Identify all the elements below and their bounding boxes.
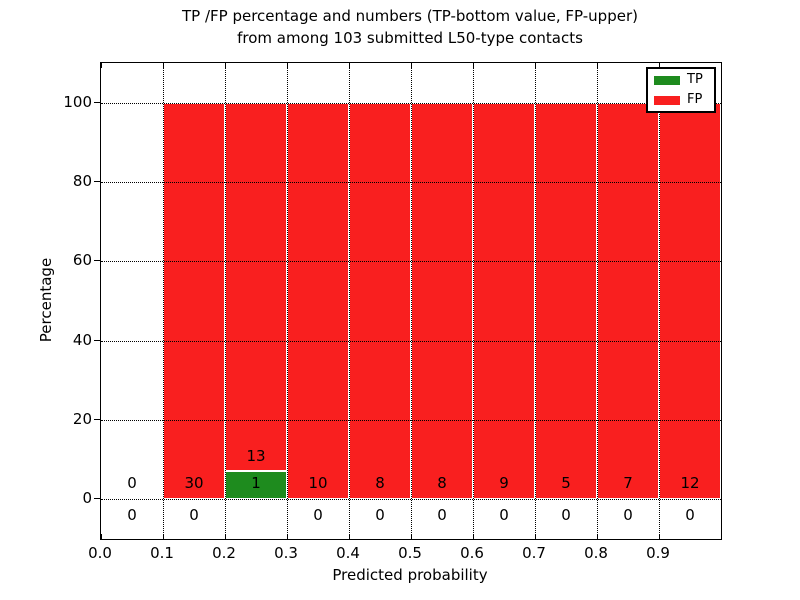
legend-item-tp: TP bbox=[654, 72, 703, 87]
x-tick-top bbox=[163, 63, 164, 68]
x-tick-bottom bbox=[411, 534, 412, 539]
x-tick-bottom bbox=[349, 534, 350, 539]
x-tick-bottom bbox=[163, 534, 164, 539]
x-gridline bbox=[473, 63, 474, 539]
x-tick-bottom bbox=[597, 534, 598, 539]
count-label-upper: 0 bbox=[127, 474, 137, 493]
count-label-bottom: 0 bbox=[685, 505, 695, 524]
count-label-upper: 12 bbox=[680, 474, 700, 493]
y-tick-label: 100 bbox=[63, 92, 92, 111]
x-tick-label: 0.2 bbox=[212, 544, 236, 562]
x-tick-label: 0.5 bbox=[398, 544, 422, 562]
chart-title-line2: from among 103 submitted L50-type contac… bbox=[237, 29, 583, 47]
y-tick-label: 40 bbox=[72, 330, 92, 349]
x-tick-top bbox=[473, 63, 474, 68]
x-tick-label: 0.7 bbox=[522, 544, 546, 562]
count-label-bottom: 0 bbox=[127, 505, 137, 524]
x-tick-label: 0.1 bbox=[150, 544, 174, 562]
x-gridline bbox=[597, 63, 598, 539]
legend-item-label: TP bbox=[687, 72, 703, 87]
fp-bar-segment bbox=[411, 102, 473, 500]
y-axis-label: Percentage bbox=[37, 257, 55, 343]
count-label-bottom: 0 bbox=[437, 505, 447, 524]
annotations-layer: 0 0 30 0 1 10 0 8 0 8 0 9 0 5 0 7 0 12 0 13 bbox=[101, 63, 721, 539]
x-tick-bottom bbox=[473, 534, 474, 539]
x-gridline bbox=[287, 63, 288, 539]
count-label-bottom: 0 bbox=[189, 505, 199, 524]
fp-bar-segment bbox=[287, 102, 349, 500]
y-tick-label: 0 bbox=[82, 489, 92, 508]
x-tick-top bbox=[101, 63, 102, 68]
x-tick-top bbox=[659, 63, 660, 68]
x-tick-top bbox=[287, 63, 288, 68]
x-tick-bottom bbox=[535, 534, 536, 539]
x-tick-label: 0.4 bbox=[336, 544, 360, 562]
count-label-bottom: 0 bbox=[499, 505, 509, 524]
x-tick-top bbox=[597, 63, 598, 68]
count-label-above-bar: 13 bbox=[246, 446, 266, 465]
x-tick-label: 0.3 bbox=[274, 544, 298, 562]
legend-item-label: FP bbox=[687, 92, 703, 107]
x-tick-top bbox=[225, 63, 226, 68]
x-tick-label: 0.9 bbox=[646, 544, 670, 562]
chart-title-line1: TP /FP percentage and numbers (TP-bottom… bbox=[182, 7, 638, 25]
x-gridline bbox=[411, 63, 412, 539]
fp-bar-segment bbox=[225, 102, 287, 472]
y-tick-label: 60 bbox=[72, 251, 92, 270]
count-label-bottom: 0 bbox=[375, 505, 385, 524]
count-label-upper: 9 bbox=[499, 474, 509, 493]
count-label-upper: 5 bbox=[561, 474, 571, 493]
fp-bar-segment bbox=[535, 102, 597, 500]
grid-layer bbox=[101, 63, 721, 539]
y-tick-left bbox=[94, 498, 100, 500]
x-gridline bbox=[225, 63, 226, 539]
fp-bar-segment bbox=[659, 102, 721, 500]
x-axis-label: Predicted probability bbox=[332, 566, 488, 584]
y-tick-label: 80 bbox=[72, 172, 92, 190]
tp-legend-swatch bbox=[654, 75, 680, 85]
count-label-bottom: 0 bbox=[313, 505, 323, 524]
x-tick-label: 0.0 bbox=[88, 544, 112, 562]
y-tick-left bbox=[94, 260, 100, 262]
legend-box: TP FP bbox=[646, 67, 716, 113]
x-tick-bottom bbox=[659, 534, 660, 539]
y-tick-label: 20 bbox=[72, 410, 92, 428]
y-tick-left bbox=[94, 101, 100, 103]
plot-area: 0 0 30 0 1 10 0 8 0 8 0 9 0 5 0 7 0 12 0 13 bbox=[100, 62, 722, 540]
x-gridline bbox=[349, 63, 350, 539]
x-tick-bottom bbox=[101, 534, 102, 539]
count-label-upper: 7 bbox=[623, 474, 633, 493]
fp-legend-swatch bbox=[654, 95, 680, 105]
y-tick-left bbox=[94, 419, 100, 420]
y-tick-left bbox=[94, 339, 100, 341]
count-label-upper: 8 bbox=[437, 474, 447, 493]
x-tick-top bbox=[535, 63, 536, 68]
count-label-bottom: 0 bbox=[623, 505, 633, 524]
x-tick-bottom bbox=[225, 534, 226, 539]
x-tick-label: 0.6 bbox=[460, 544, 484, 562]
x-tick-top bbox=[349, 63, 350, 68]
count-label-upper: 10 bbox=[308, 474, 328, 493]
x-tick-label: 0.8 bbox=[584, 544, 608, 562]
count-label-upper: 30 bbox=[184, 474, 204, 493]
bars-layer bbox=[101, 63, 721, 539]
x-gridline bbox=[659, 63, 660, 539]
count-label-bottom: 0 bbox=[561, 505, 571, 524]
legend-item-fp: FP bbox=[654, 92, 703, 107]
count-label-upper: 1 bbox=[251, 474, 261, 493]
x-gridline bbox=[163, 63, 164, 539]
x-tick-bottom bbox=[287, 534, 288, 539]
x-gridline bbox=[535, 63, 536, 539]
y-tick-left bbox=[94, 181, 100, 182]
x-tick-top bbox=[411, 63, 412, 68]
count-label-upper: 8 bbox=[375, 474, 385, 493]
